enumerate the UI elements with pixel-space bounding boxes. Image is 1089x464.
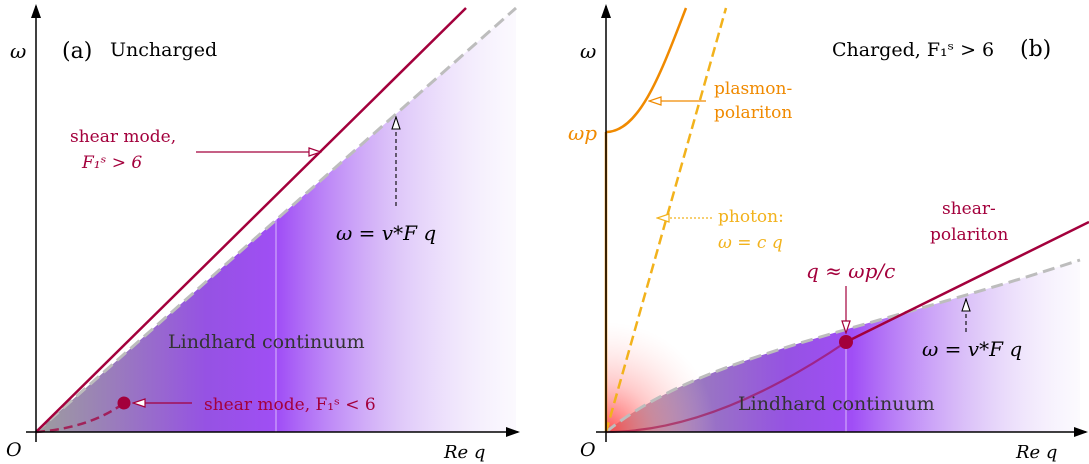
panel-a-continuum-label: Lindhard continuum (168, 331, 365, 353)
panel-b-edge-line (605, 258, 1081, 434)
panel-a-edge-line (35, 6, 517, 434)
panel-b-y-label: ω (580, 39, 596, 63)
panel-b-shear-polariton-lower (605, 341, 847, 434)
panel-b-crossing-label: q ≈ ωp/c (806, 259, 895, 283)
panel-a: ω (a) Uncharged shear mode, F₁ˢ > 6 ω = … (6, 4, 520, 463)
panel-b-x-label: Re q (1015, 442, 1057, 463)
panel-b-origin: O (580, 439, 596, 461)
panel-b-red-glow (606, 300, 726, 432)
panel-b-shear-l1: shear- (942, 199, 996, 219)
panel-b-continuum-label: Lindhard continuum (738, 393, 935, 415)
panel-b-plasmon-l1: plasmon- (714, 79, 792, 99)
panel-b-tag: (b) (1020, 37, 1051, 62)
panel-a-edge-label: ω = v*F q (336, 221, 436, 245)
panel-b-shear-polariton-upper (845, 220, 1089, 344)
panel-a-x-label: Re q (443, 442, 485, 463)
panel-b-crossing-dot (839, 335, 853, 349)
panel-b: ω Charged, F₁ˢ > 6 (b) ωp plasmon- polar… (568, 4, 1089, 463)
panel-a-y-label: ω (10, 39, 26, 63)
panel-a-shear-upper-l1: shear mode, (70, 127, 176, 147)
panel-b-photon-l2: ω = c q (718, 233, 783, 253)
panel-a-shear-lower: shear mode, F₁ˢ < 6 (204, 395, 376, 415)
panel-a-shear-upper-l2: F₁ˢ > 6 (81, 153, 142, 173)
panel-b-edge-label: ω = v*F q (922, 337, 1022, 361)
panel-a-origin: O (6, 439, 22, 461)
panel-a-tag: (a) (62, 39, 92, 64)
panel-b-shear-l2: polariton (930, 225, 1008, 245)
panel-b-omega-p: ωp (568, 121, 597, 145)
panel-b-photon-line (604, 7, 728, 433)
panel-b-plasmon-curve (605, 7, 688, 134)
panel-b-title: Charged, F₁ˢ > 6 (832, 39, 994, 61)
panel-a-title: Uncharged (110, 39, 217, 61)
panel-a-shear-upper-line (35, 7, 467, 433)
panel-a-shear-lower-curve (35, 401, 125, 434)
panel-b-photon-l1: photon: (718, 207, 784, 227)
panel-b-plasmon-l2: polariton (714, 103, 792, 123)
panel-a-shear-lower-dot (117, 396, 131, 410)
